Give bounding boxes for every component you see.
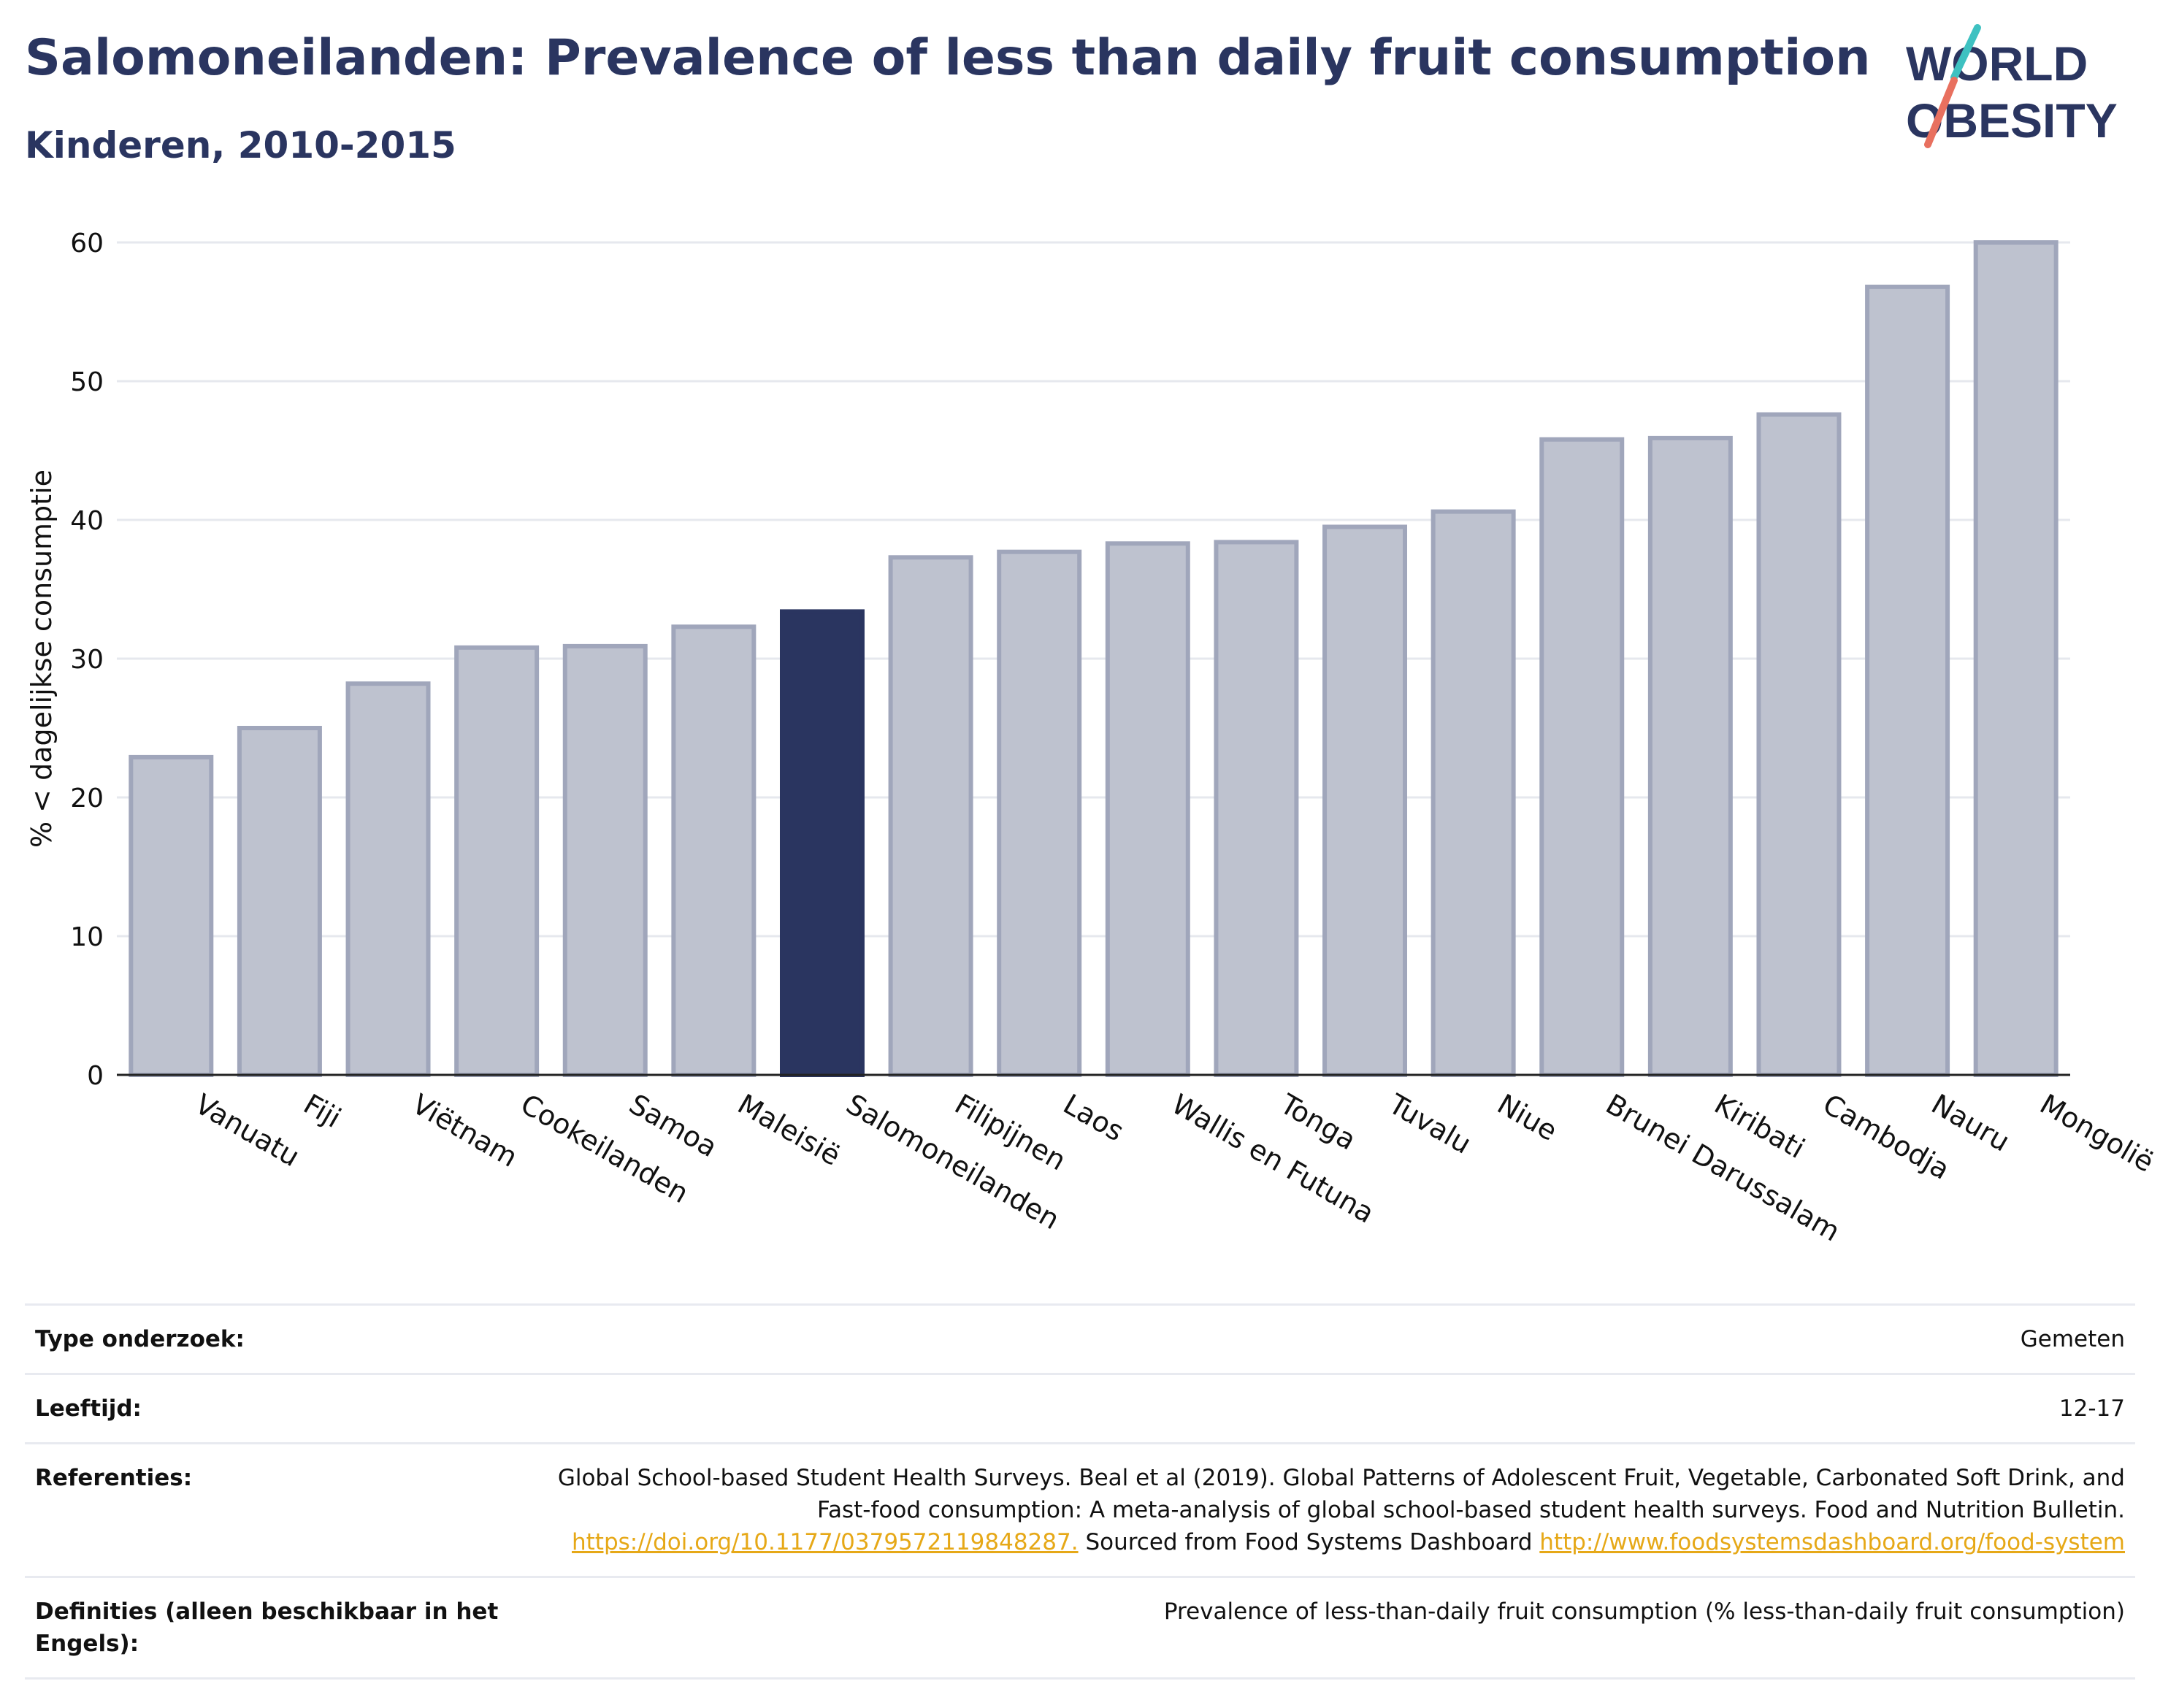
meta-value: Prevalence of less-than-daily fruit cons… bbox=[1163, 1598, 2125, 1625]
bar-cookeilanden[interactable] bbox=[454, 645, 540, 1077]
x-tick-label: Laos bbox=[1058, 1088, 1130, 1148]
bar-tonga[interactable] bbox=[1214, 540, 1299, 1077]
bar-fiji[interactable] bbox=[237, 726, 322, 1077]
x-tick-label: Viëtnam bbox=[407, 1088, 523, 1173]
bar-tuvalu[interactable] bbox=[1322, 524, 1408, 1077]
gridlines bbox=[117, 241, 2070, 938]
bar-brunei-darussalam[interactable] bbox=[1539, 437, 1625, 1077]
meta-row-references: Referenties: Global School-based Student… bbox=[25, 1442, 2135, 1576]
bar-laos[interactable] bbox=[997, 549, 1082, 1077]
logo-line1: WORLD bbox=[1906, 37, 2088, 91]
x-tick-label: Nauru bbox=[1926, 1088, 2015, 1158]
bars bbox=[129, 240, 2058, 1078]
x-tick-label: Tuvalu bbox=[1383, 1087, 1477, 1160]
metadata-table: Type onderzoek: Gemeten Leeftijd: 12-17 … bbox=[25, 1303, 2135, 1680]
dashboard-link[interactable]: http://www.foodsystemsdashboard.org/food… bbox=[1539, 1529, 2125, 1555]
meta-label: Definities (alleen beschikbaar in het En… bbox=[35, 1598, 499, 1657]
meta-row-type: Type onderzoek: Gemeten bbox=[25, 1303, 2135, 1373]
bar-niue[interactable] bbox=[1431, 509, 1516, 1078]
y-axis-ticks: 0 10 20 30 40 50 60 bbox=[70, 229, 104, 1091]
bar-vanuatu[interactable] bbox=[129, 754, 214, 1078]
y-tick-label: 30 bbox=[70, 645, 104, 675]
bar-cambodja[interactable] bbox=[1756, 412, 1842, 1078]
x-tick-label: Tonga bbox=[1274, 1087, 1361, 1156]
x-tick-label: Fiji bbox=[298, 1088, 346, 1134]
bar-viëtnam[interactable] bbox=[345, 681, 431, 1077]
chart-title: Salomoneilanden: Prevalence of less than… bbox=[25, 29, 1871, 87]
x-tick-label: Niue bbox=[1492, 1088, 1563, 1147]
x-tick-label: Maleisië bbox=[732, 1088, 846, 1172]
doi-link[interactable]: https://doi.org/10.1177/0379572119848287… bbox=[572, 1529, 1079, 1555]
bar-mongolië[interactable] bbox=[1973, 240, 2058, 1077]
meta-value: Global School-based Student Health Surve… bbox=[517, 1462, 2125, 1558]
meta-label: Leeftijd: bbox=[35, 1395, 142, 1422]
reference-text: Global School-based Student Health Surve… bbox=[557, 1465, 2125, 1523]
y-tick-label: 40 bbox=[70, 506, 104, 536]
bar-salomoneilanden[interactable] bbox=[779, 609, 865, 1077]
bar-samoa[interactable] bbox=[562, 643, 648, 1077]
bar-wallis-en-futuna[interactable] bbox=[1105, 541, 1190, 1077]
bar-kiribati[interactable] bbox=[1647, 435, 1733, 1077]
bar-maleisië[interactable] bbox=[671, 624, 757, 1077]
y-tick-label: 0 bbox=[87, 1061, 104, 1091]
y-tick-label: 10 bbox=[70, 922, 104, 952]
meta-value: 12-17 bbox=[2058, 1395, 2125, 1422]
y-tick-label: 50 bbox=[70, 367, 104, 397]
chart-subtitle: Kinderen, 2010-2015 bbox=[25, 124, 456, 166]
world-obesity-logo: WORLD OBESITY bbox=[1906, 24, 2118, 148]
y-tick-label: 60 bbox=[70, 229, 104, 259]
meta-row-age: Leeftijd: 12-17 bbox=[25, 1373, 2135, 1442]
reference-source: Sourced from Food Systems Dashboard bbox=[1085, 1529, 1533, 1555]
x-tick-label: Wallis en Futuna bbox=[1166, 1088, 1379, 1230]
meta-label: Type onderzoek: bbox=[35, 1326, 245, 1352]
y-axis-label: % < dagelijkse consumptie bbox=[26, 470, 58, 848]
meta-row-definitions: Definities (alleen beschikbaar in het En… bbox=[25, 1576, 2135, 1680]
bar-filipijnen[interactable] bbox=[888, 555, 973, 1077]
meta-label: Referenties: bbox=[35, 1465, 193, 1491]
x-tick-label: Vanuatu bbox=[190, 1088, 305, 1173]
y-tick-label: 20 bbox=[70, 784, 104, 813]
meta-value: Gemeten bbox=[2020, 1326, 2125, 1352]
bar-nauru[interactable] bbox=[1865, 284, 1950, 1077]
x-tick-label: Mongolië bbox=[2034, 1088, 2159, 1179]
